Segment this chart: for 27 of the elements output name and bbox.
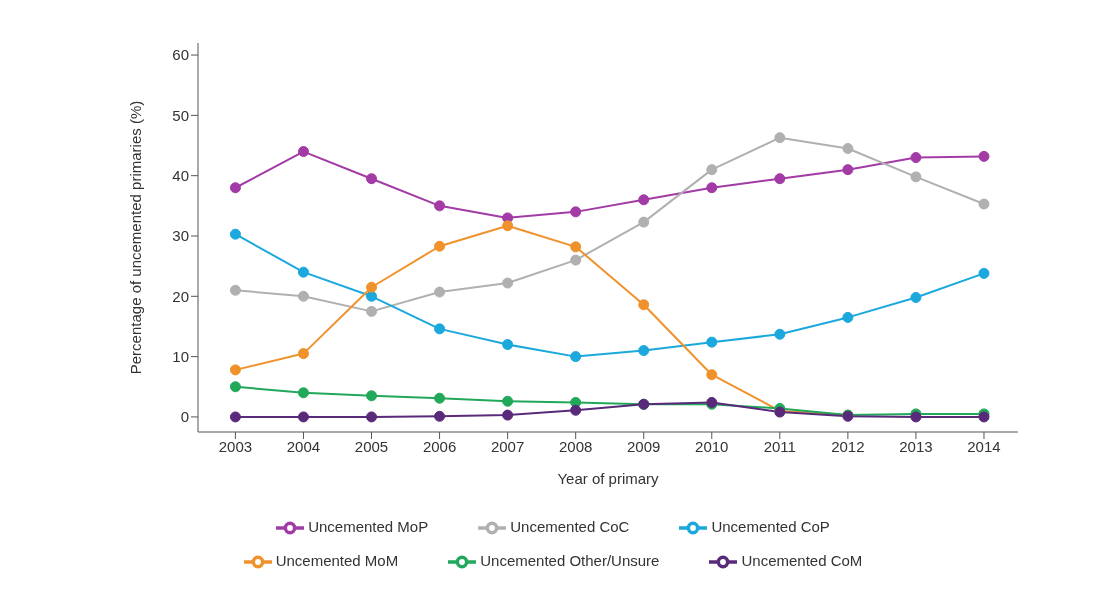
x-tick-label: 2010 — [695, 437, 729, 455]
x-tick-label: 2007 — [490, 437, 525, 455]
legend-label: Uncemented MoM — [275, 552, 399, 569]
y-tick-label: 30 — [172, 227, 189, 245]
x-axis-title: Year of primary — [557, 470, 660, 487]
x-tick-label: 2014 — [967, 437, 1001, 455]
y-tick-label: 10 — [172, 347, 189, 365]
x-tick-label: 2012 — [831, 437, 865, 455]
x-tick-label: 2011 — [763, 437, 796, 455]
y-tick-label: 40 — [172, 167, 189, 185]
legend-label: Uncemented CoP — [711, 518, 830, 535]
legend-label: Uncemented CoM — [741, 552, 863, 569]
x-tick-label: 2013 — [899, 437, 933, 455]
x-tick-label: 2004 — [286, 437, 321, 455]
x-tick-label: 2009 — [627, 437, 661, 455]
legend-label: Uncemented Other/Unsure — [480, 552, 660, 569]
y-tick-label: 20 — [172, 287, 189, 305]
y-tick-label: 60 — [172, 46, 189, 64]
x-tick-label: 2008 — [558, 437, 593, 455]
x-tick-label: 2005 — [354, 437, 389, 455]
x-tick-label: 2006 — [422, 437, 457, 455]
y-tick-label: 0 — [180, 408, 189, 426]
legend-label: Uncemented CoC — [510, 518, 630, 535]
y-axis-title: Percentage of uncemented primaries (%) — [127, 100, 145, 375]
x-tick-label: 2003 — [218, 437, 253, 455]
legend-label: Uncemented MoP — [308, 518, 429, 535]
y-tick-label: 50 — [172, 106, 189, 124]
